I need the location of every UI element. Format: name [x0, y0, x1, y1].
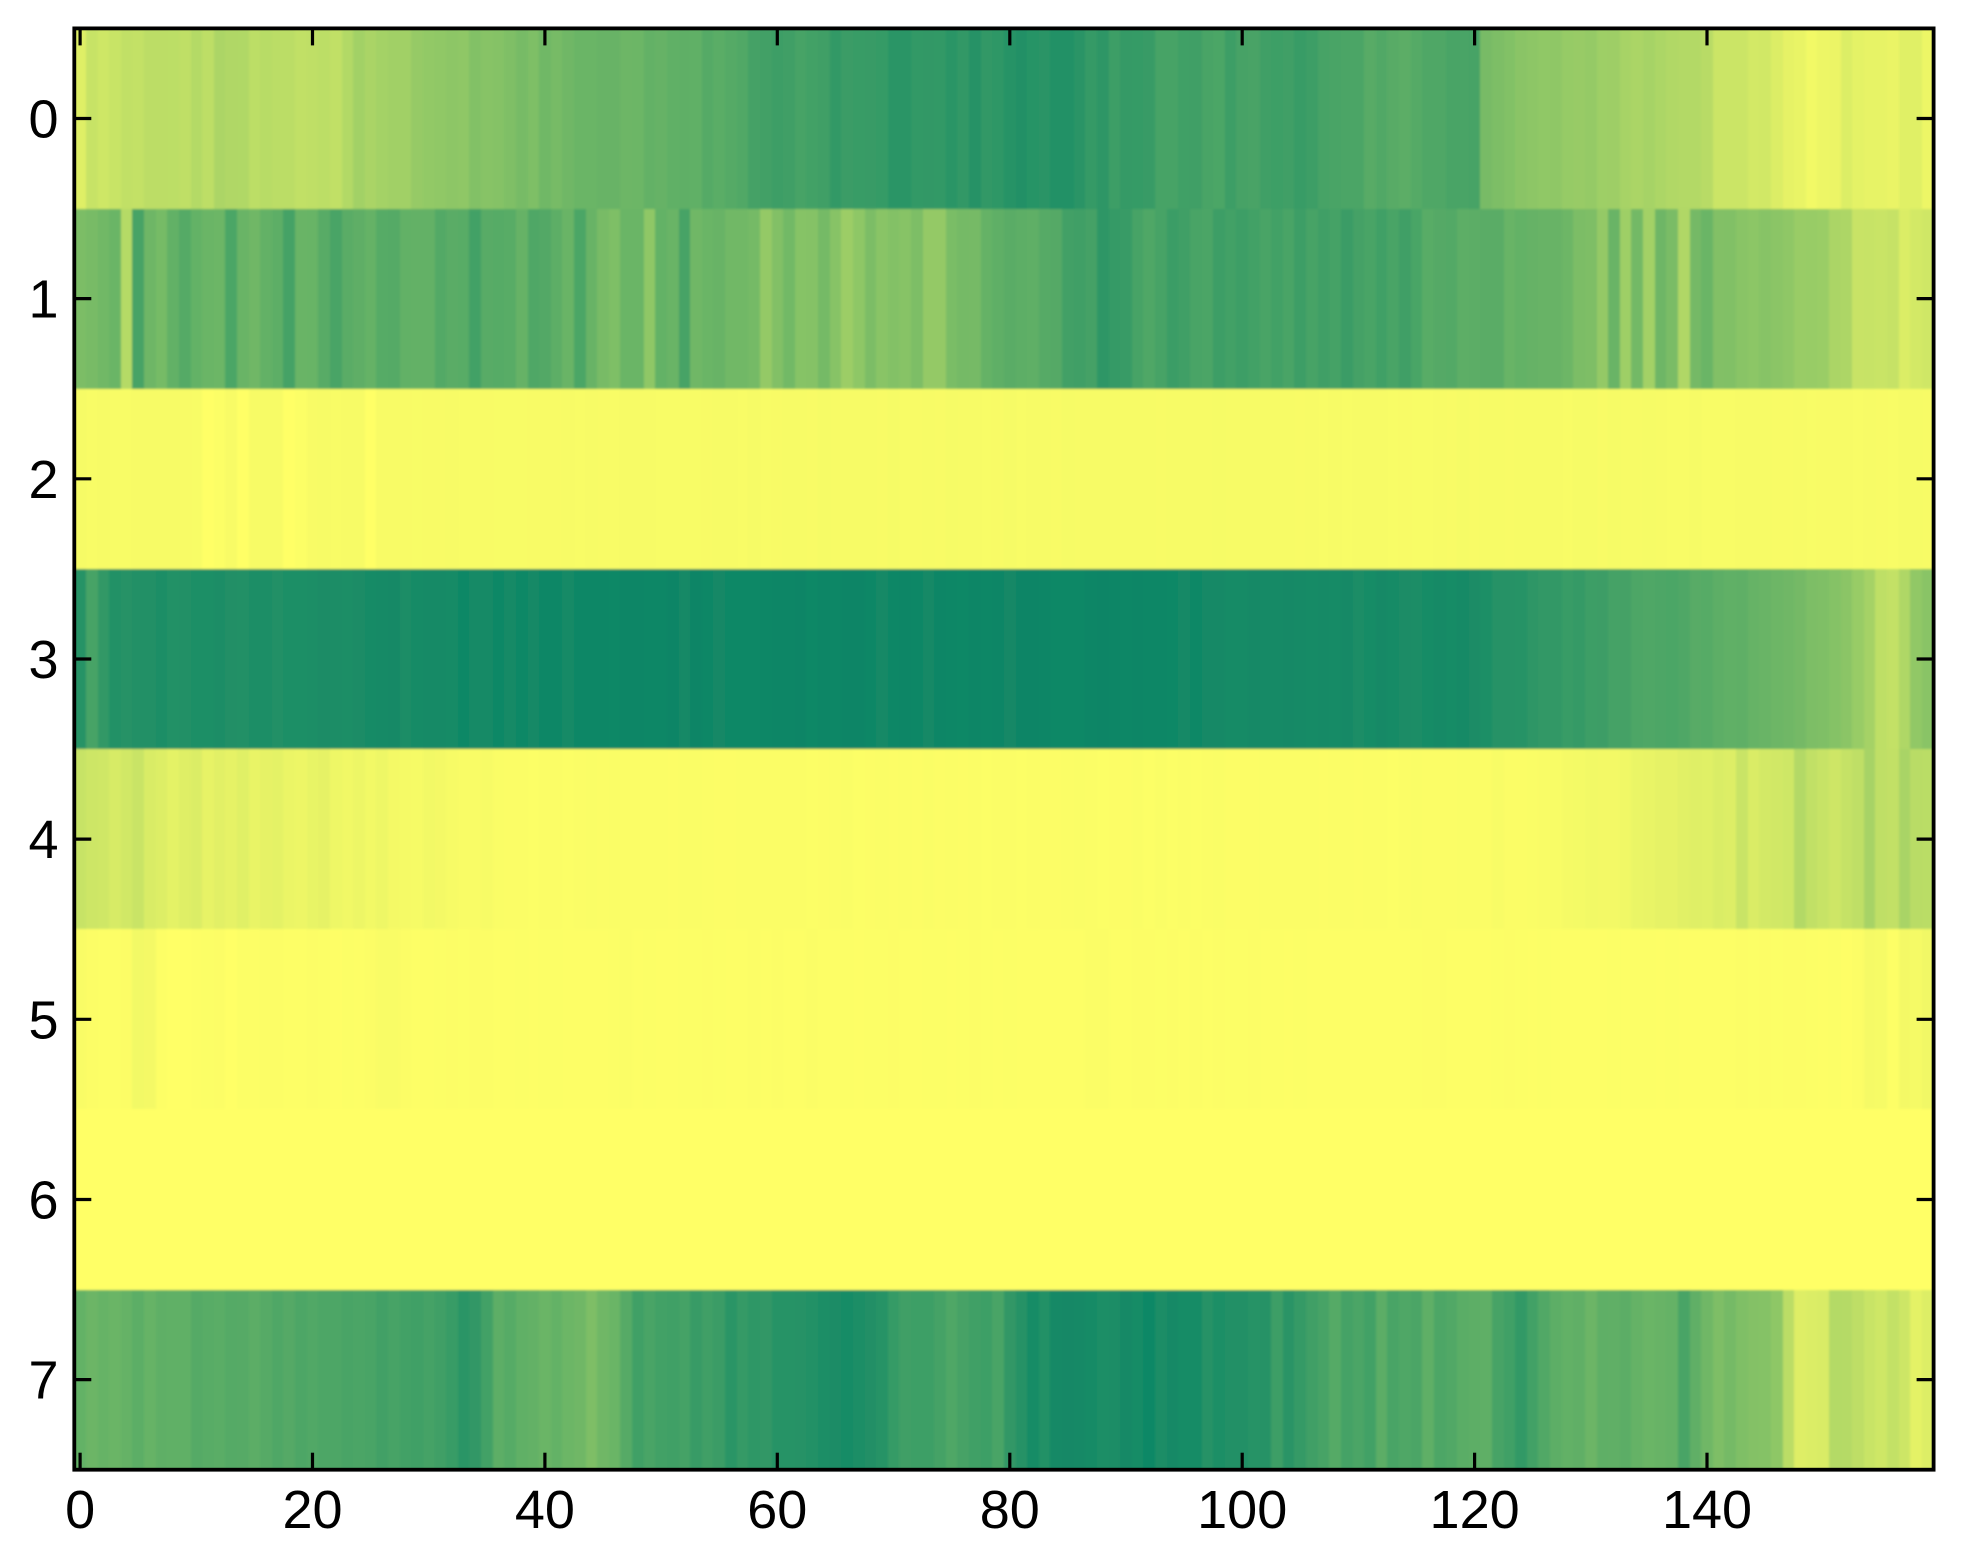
svg-text:0: 0: [28, 90, 58, 150]
svg-text:20: 20: [282, 1480, 342, 1540]
svg-text:100: 100: [1197, 1480, 1287, 1540]
svg-text:80: 80: [980, 1480, 1040, 1540]
svg-text:7: 7: [28, 1351, 58, 1411]
svg-text:120: 120: [1430, 1480, 1520, 1540]
svg-text:140: 140: [1662, 1480, 1752, 1540]
svg-text:6: 6: [28, 1171, 58, 1231]
svg-text:3: 3: [28, 630, 58, 690]
svg-text:40: 40: [515, 1480, 575, 1540]
svg-text:0: 0: [65, 1480, 95, 1540]
svg-text:60: 60: [747, 1480, 807, 1540]
svg-text:2: 2: [28, 450, 58, 510]
svg-text:4: 4: [28, 810, 58, 870]
svg-text:5: 5: [28, 990, 58, 1050]
svg-text:1: 1: [28, 270, 58, 330]
